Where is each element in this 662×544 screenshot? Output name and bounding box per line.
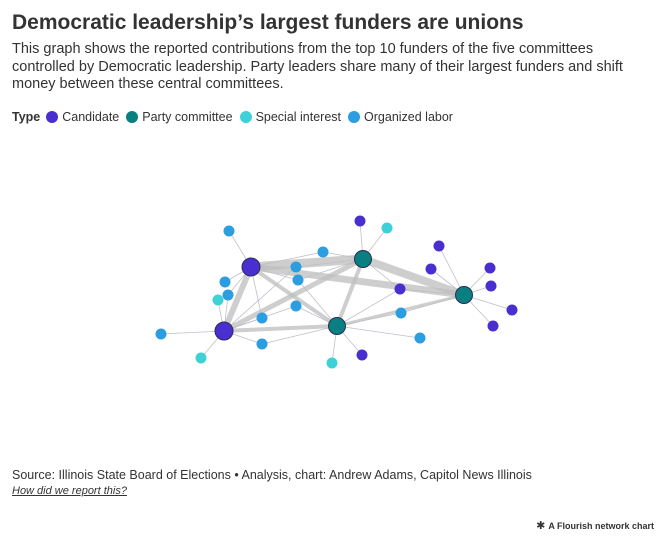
legend-item-organized-labor[interactable]: Organized labor [348,110,453,124]
legend-swatch-special-interest [239,111,252,123]
legend-label-candidate: Candidate [62,110,120,124]
network-edge-major [249,265,339,328]
legend-label-party-committee: Party committee [142,110,233,124]
network-edges [160,220,513,364]
network-node-special[interactable] [381,222,393,234]
source-note: Source: Illinois State Board of Election… [12,468,532,482]
network-nodes [155,215,518,369]
network-edge [223,266,297,332]
network-node-labor[interactable] [290,300,302,312]
network-graph[interactable] [0,130,662,460]
network-node-candidate[interactable] [394,283,406,295]
legend-swatch-organized-labor [348,111,361,123]
chart-title: Democratic leadership’s largest funders … [12,11,524,34]
legend-item-special-interest[interactable]: Special interest [239,110,342,124]
legend-item-candidate[interactable]: Candidate [46,110,119,124]
network-edge [160,330,225,335]
legend-title: Type [12,110,41,124]
network-node-labor[interactable] [317,246,329,258]
network-node-party[interactable] [354,250,372,268]
legend-swatch-candidate [46,111,59,123]
network-node-special[interactable] [212,294,224,306]
flourish-credit[interactable]: ✱ A Flourish network chart [536,519,654,532]
network-node-labor[interactable] [223,225,235,237]
network-node-party[interactable] [455,286,473,304]
network-node-candidate[interactable] [485,280,497,292]
chart-subtitle: This graph shows the reported contributi… [12,41,623,92]
network-node-labor[interactable] [222,289,234,301]
network-node-labor[interactable] [219,276,231,288]
legend-swatch-party-committee [126,111,139,123]
network-edge [336,288,401,327]
network-node-special[interactable] [326,357,338,369]
method-link[interactable]: How did we report this? [12,485,127,497]
legend: Type Candidate Party committee Special i… [12,108,460,126]
network-node-party[interactable] [328,317,346,335]
legend-item-party-committee[interactable]: Party committee [126,110,233,124]
flourish-icon: ✱ [536,520,546,532]
network-node-candidate[interactable] [425,263,437,275]
legend-label-organized-labor: Organized labor [364,110,453,124]
network-node-labor[interactable] [155,328,167,340]
network-node-candidate[interactable] [433,240,445,252]
network-node-labor[interactable] [290,261,302,273]
network-edge-major [222,324,339,333]
network-node-candidate[interactable] [487,320,499,332]
network-node-labor[interactable] [414,332,426,344]
network-node-candidate[interactable] [484,262,496,274]
network-edge-major [335,257,365,328]
network-node-candidate[interactable] [356,349,368,361]
network-edge-major [221,264,254,334]
network-node-candidate[interactable] [354,215,366,227]
network-edge [261,325,338,345]
network-node-labor[interactable] [292,274,304,286]
network-node-labor[interactable] [256,312,268,324]
flourish-credit-label: A Flourish network chart [548,520,654,531]
network-node-candidate[interactable] [506,304,518,316]
network-node-labor[interactable] [256,338,268,350]
network-node-candidate[interactable] [214,321,234,341]
network-edge [336,325,421,339]
network-edge-major [247,263,468,299]
legend-label-special-interest: Special interest [255,110,342,124]
network-node-special[interactable] [195,352,207,364]
network-node-candidate[interactable] [241,257,261,277]
network-node-labor[interactable] [395,307,407,319]
network-edge [438,245,465,296]
network-edge-major [359,255,468,299]
network-edge-major [246,254,368,272]
